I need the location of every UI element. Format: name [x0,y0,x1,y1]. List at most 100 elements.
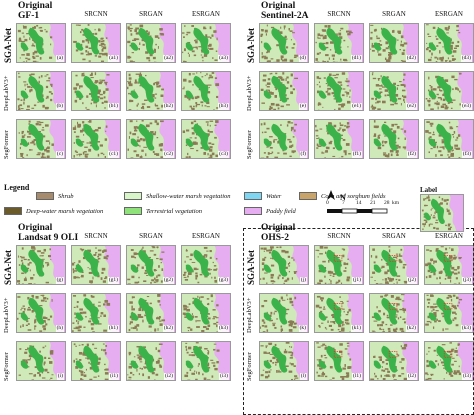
tile-label: (h3) [217,325,229,332]
row-header: SGA-Net [3,250,13,285]
map-tile: (a) [16,23,66,63]
column-header: SRCNN [84,232,108,240]
map-tile: (a3) [181,23,231,63]
legend-item-corn: Corn and sorghum fields [299,192,386,200]
legend-item-paddy: Paddy field [244,207,296,215]
map-tile: (j) [259,245,309,285]
map-tile: (k3) [424,293,474,333]
tile-label: (k2) [405,325,417,332]
quadrant-title: Original Sentinel-2A [261,1,309,21]
quadrant-1: Original GF-1 SRCNN SRGAN ESRGAN SGA-Net (a) (a… [0,0,232,180]
tile-label: (b3) [217,103,229,110]
tile-label: (d2) [405,55,417,62]
map-tile: (c2) [126,119,176,159]
map-graphic [370,294,418,332]
tile-label: (j3) [462,277,472,284]
map-tile: (j3) [424,245,474,285]
tile-label: (b1) [107,103,119,110]
row-header: SegFormer [3,352,10,381]
tile-label: (c1) [108,151,119,158]
tile-label: (b) [55,103,64,110]
map-tile: (l) [259,341,309,381]
column-header: ESRGAN [191,10,220,18]
scale-tick-0: 0 [326,200,329,206]
tile-label: (g) [55,277,64,284]
legend-label-water: Water [266,192,282,200]
map-tile: (i) [16,341,66,381]
tile-label: (b2) [162,103,174,110]
map-tile: (f2) [369,119,419,159]
row-header: SGA-Net [3,28,13,63]
quadrant-title-line2: Landsat 9 OLI [18,233,79,243]
legend-label-deep-water: Deep-water marsh vegetation [26,207,104,215]
map-graphic [127,342,175,380]
map-tile: (i2) [126,341,176,381]
map-graphic [127,246,175,284]
tile-label: (d1) [350,55,362,62]
legend-label-shallow-water: Shallow-water marsh vegetation [146,192,231,200]
tile-label: (f1) [351,151,362,158]
tile-label: (i3) [219,373,229,380]
map-tile: (e) [259,71,309,111]
map-tile: (d3) [424,23,474,63]
map-tile: (e1) [314,71,364,111]
tile-label: (l3) [462,373,472,380]
tile-label: (k1) [350,325,362,332]
tile-label: (k) [298,325,307,332]
north-arrow-icon [327,190,335,200]
tile-label: (a1) [108,55,119,62]
column-header: SRGAN [139,10,163,18]
map-tile: (b1) [71,71,121,111]
map-tile: (e3) [424,71,474,111]
map-tile: (b) [16,71,66,111]
map-tile: (l3) [424,341,474,381]
column-header: SRCNN [327,232,351,240]
label-inset-map-graphic [421,195,463,231]
tile-label: (g3) [217,277,229,284]
tile-label: (k3) [460,325,472,332]
quadrant-2: Original Sentinel-2A SRCNN SRGAN ESRGAN SGA-N… [243,0,474,180]
legend-item-water: Water [244,192,281,200]
map-tile: (c3) [181,119,231,159]
row-header: SGA-Net [246,28,256,63]
scale-tick-2: 14 [356,200,362,206]
legend-label-terrestrial: Terrestrial vegetation [146,207,203,215]
map-tile: (g3) [181,245,231,285]
legend-item-shallow-water: Shallow-water marsh vegetation [124,192,231,200]
quadrant-title-line2: OHS-2 [261,233,289,243]
tile-label: (i1) [109,373,119,380]
map-graphic [315,120,363,158]
column-header: SRGAN [382,232,406,240]
tile-label: (c3) [218,151,229,158]
map-graphic [182,120,230,158]
tile-label: (l) [299,373,307,380]
column-header: SRCNN [84,10,108,18]
column-header: ESRGAN [434,232,463,240]
highlight-frame [243,228,474,415]
row-header: DeepLabV3+ [246,75,253,111]
quadrant-title-line1: Original [18,1,53,11]
tile-label: (l2) [407,373,417,380]
map-tile: (d) [259,23,309,63]
tile-label: (c2) [163,151,174,158]
label-inset-map [420,194,464,232]
north-label: N [340,193,346,202]
map-graphic [182,342,230,380]
map-tile: (g2) [126,245,176,285]
tile-label: (j2) [407,277,417,284]
map-tile: (c1) [71,119,121,159]
map-tile: (i1) [71,341,121,381]
row-header: SegFormer [3,130,10,159]
tile-label: (c) [55,151,64,158]
map-tile: (f1) [314,119,364,159]
map-graphic [72,294,120,332]
scale-bar: 0 7 14 21 28 km [326,200,406,224]
legend-label-shrub: Shrub [58,192,74,200]
row-header: SegFormer [246,130,253,159]
legend-swatch-paddy [244,207,262,215]
map-graphic [17,342,65,380]
scale-tick-4: 28 [384,200,390,206]
label-inset-title: Label [420,186,438,194]
row-header: DeepLabV3+ [3,297,10,333]
map-tile: (k1) [314,293,364,333]
